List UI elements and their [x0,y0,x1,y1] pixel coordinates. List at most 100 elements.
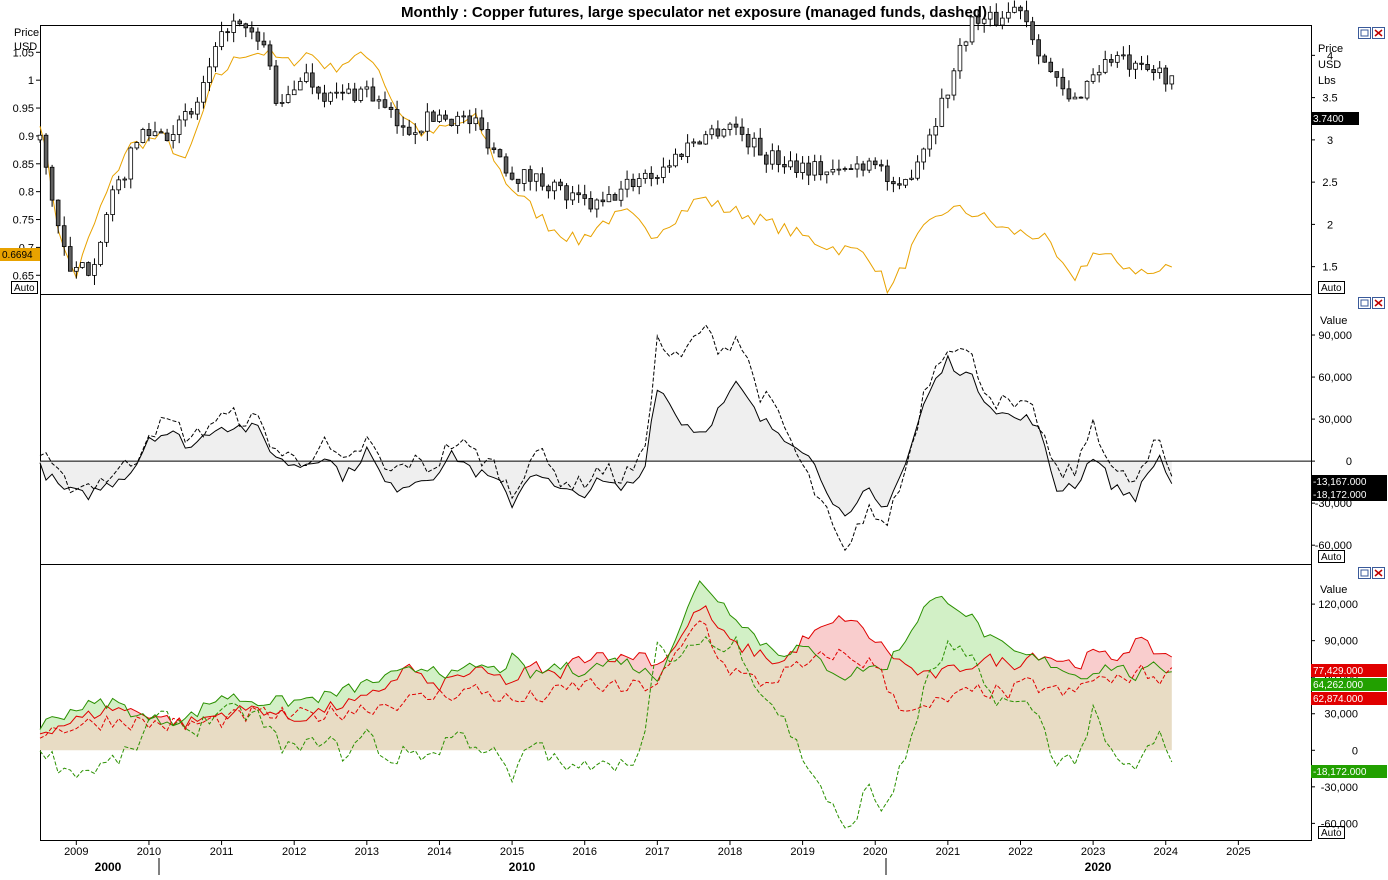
panel3-value-badge-longs-bg [1311,664,1387,677]
candle-body [98,241,103,265]
x-decade-label: 2020 [1085,860,1112,874]
candle-body [419,130,424,134]
candle-body [376,99,382,102]
panel2-auto-button[interactable]: Auto [1318,550,1345,564]
candle-body [1018,6,1023,12]
panel1-right-header-price: Price [1318,43,1343,55]
candle-body [279,102,285,104]
candle-body [152,131,158,137]
candle-body [921,148,926,163]
candle-body [55,199,61,227]
candle-body [291,89,297,96]
x-year-label: 2017 [645,846,669,858]
chart-title: Monthly : Copper futures, large speculat… [401,4,987,21]
candle-body [158,131,164,134]
candle-body [400,125,406,128]
candle-body [733,123,739,128]
candle-body [182,111,188,121]
panel3-maximize-button[interactable] [1358,567,1371,579]
panel3-auto-button[interactable]: Auto [1318,826,1345,840]
candle-body [897,183,902,186]
candle-body [709,128,715,136]
panel1-left-tick-label: 0.8 [19,187,34,199]
panel2-plot [39,324,1311,552]
candle-body [195,101,200,115]
panel2-value-badge-1: -13,167.000 [1313,477,1367,488]
candle-body [61,225,67,247]
candle-body [909,177,914,180]
x-year-label: 2021 [936,846,960,858]
panel1-maximize-button[interactable] [1358,27,1371,39]
candle-body [764,154,769,165]
candle-body [437,114,442,122]
candle-body [776,150,781,165]
candle-body [673,153,678,167]
panel3-value-badge-shorts: 64,262.000 [1313,680,1363,691]
candle-body [612,194,618,201]
candle-body [497,149,503,158]
candle-body [273,65,279,104]
panel1-right-tick-label: 3 [1327,135,1333,147]
panel3-tick-label: -60,000 [1321,818,1358,830]
candle-body [655,177,660,179]
candle-body [576,192,581,196]
panel3-plot [39,580,1173,829]
panel1-left-tick-label: 1 [28,75,34,87]
candle-body [122,178,128,181]
candle-body [382,99,388,108]
x-year-label: 2014 [427,846,451,858]
candle-body [225,31,230,34]
panel3-maximize-icon [1360,569,1369,577]
candle-body [37,134,43,141]
x-year-label: 2025 [1226,846,1250,858]
panel1-left-auto-button[interactable]: Auto [11,281,38,295]
candle-body [836,168,842,171]
candle-body [981,18,987,24]
candle-body [146,129,152,137]
candle-body [915,161,920,179]
axes-layer: 1.0510.950.90.850.80.750.70.6543.532.521… [13,47,1358,830]
candle-body [1145,63,1150,70]
panel3-tick-label: 120,000 [1318,599,1358,611]
candle-body [304,72,309,82]
candle-body [509,172,515,180]
candle-body [636,178,642,188]
x-year-label: 2012 [282,846,306,858]
candle-body [352,88,357,101]
candle-body [994,11,999,26]
candle-body [92,264,97,276]
candle-body [969,16,975,43]
candle-body [1121,54,1126,57]
candle-body [987,11,993,20]
candle-body [594,199,600,210]
panel1-left-header-price: Price [14,27,39,39]
candle-body [788,160,793,168]
candle-body [297,81,303,91]
candle-body [515,178,521,184]
candle-body [328,92,333,102]
panel2-controls [1358,297,1385,309]
panel2-maximize-button[interactable] [1358,297,1371,309]
candle-body [691,141,696,144]
candle-body [110,189,115,215]
candle-body [939,97,945,127]
candle-body [176,119,182,135]
managed-funds-longs-line [39,620,1173,739]
panel3-tick-label: -30,000 [1321,782,1358,794]
candle-body [600,199,606,203]
candle-body [1042,55,1047,63]
candle-body [201,82,206,103]
x-year-label: 2018 [718,846,742,858]
panel2-tick-label: -60,000 [1315,540,1352,552]
panel1-right-auto-button[interactable]: Auto [1318,281,1345,295]
candle-body [449,118,454,127]
candle-body [903,178,908,186]
candle-body [927,134,932,150]
candle-body [1072,96,1078,100]
candle-body [739,126,745,135]
candle-body [534,173,539,182]
large-speculator-shorts-line [39,580,1172,730]
candle-body [649,172,654,179]
panel3-header: Value [1320,584,1347,596]
